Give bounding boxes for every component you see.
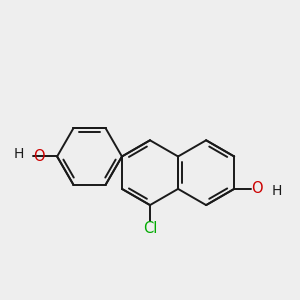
Text: H: H <box>272 184 282 197</box>
Text: O: O <box>251 182 263 196</box>
Text: Cl: Cl <box>143 221 157 236</box>
Text: H: H <box>14 147 24 161</box>
Text: O: O <box>34 149 45 164</box>
